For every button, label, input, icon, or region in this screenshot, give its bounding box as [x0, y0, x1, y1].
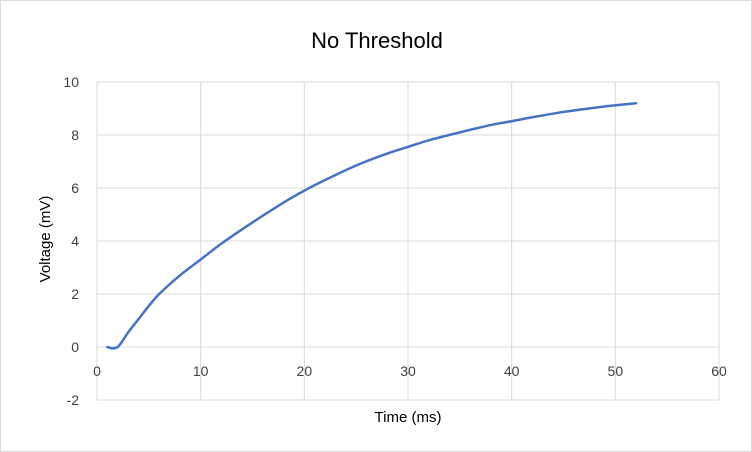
y-tick-label-0: -2: [67, 392, 80, 408]
y-tick-label-6: 10: [63, 74, 79, 90]
grid-layer: [96, 81, 720, 401]
y-tick-label-4: 6: [71, 180, 79, 196]
y-tick-label-1: 0: [71, 339, 79, 355]
y-tick-label-2: 2: [71, 286, 79, 302]
series-layer: [106, 101, 638, 350]
x-tick-label-6: 60: [711, 363, 727, 379]
x-tick-label-1: 10: [193, 363, 209, 379]
x-tick-label-3: 30: [400, 363, 416, 379]
y-tick-label-5: 8: [71, 127, 79, 143]
x-tick-label-2: 20: [297, 363, 313, 379]
tick-label-layer: -2 0 2 4 6 8 10 0 10 20 30 40 50 60: [63, 74, 727, 408]
x-tick-label-0: 0: [93, 363, 101, 379]
y-axis-title: Voltage (mV): [37, 196, 54, 283]
x-axis-title: Time (ms): [375, 409, 442, 426]
x-tick-label-5: 50: [608, 363, 624, 379]
x-tick-label-4: 40: [504, 363, 520, 379]
y-tick-label-3: 4: [71, 233, 79, 249]
chart-title: No Threshold: [311, 28, 443, 53]
series-line-0: [106, 101, 638, 350]
